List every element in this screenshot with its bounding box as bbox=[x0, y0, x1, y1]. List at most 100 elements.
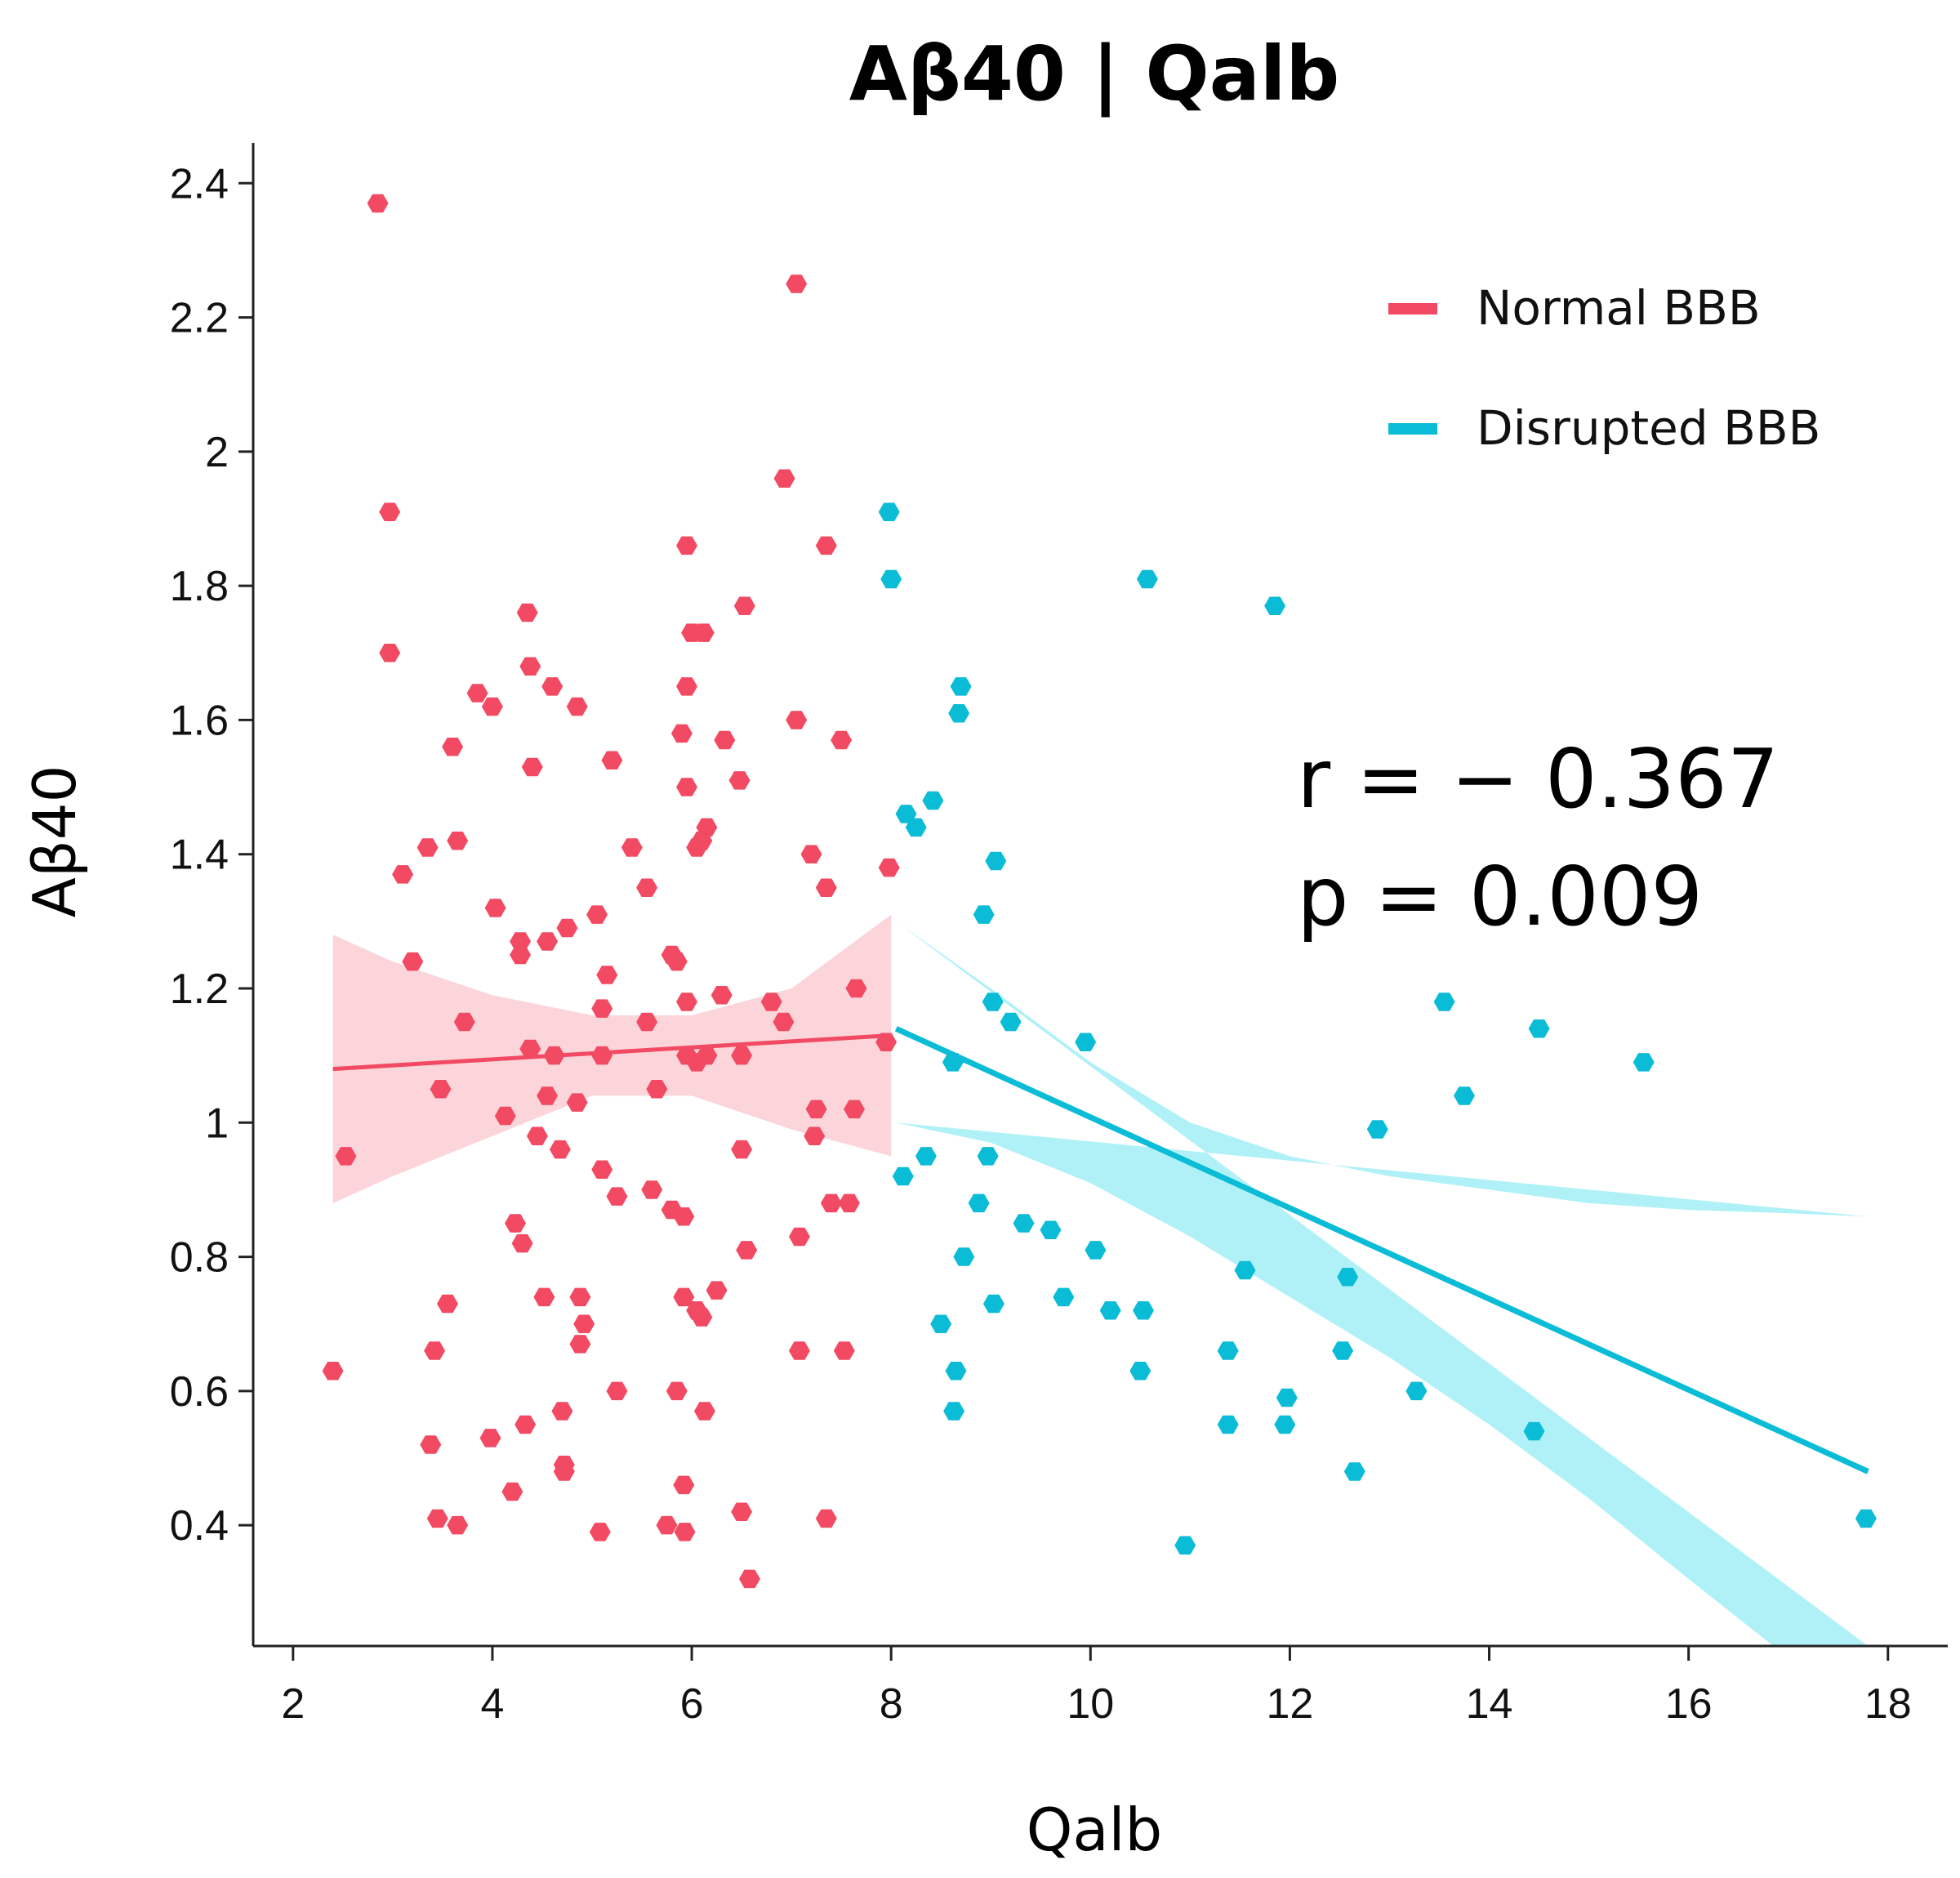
data-point-normal-bbb-96 bbox=[788, 1341, 810, 1360]
data-point-normal-bbb-107 bbox=[553, 1462, 575, 1481]
data-point-normal-bbb-101 bbox=[551, 1402, 573, 1421]
data-point-disrupted-bbb-34 bbox=[930, 1314, 952, 1333]
y-tick-label-2-2: 2.2 bbox=[170, 295, 229, 342]
data-point-normal-bbb-63 bbox=[430, 1080, 452, 1099]
data-point-normal-bbb-1 bbox=[786, 274, 808, 293]
data-point-normal-bbb-51 bbox=[453, 1012, 475, 1032]
data-point-disrupted-bbb-28 bbox=[1234, 1260, 1256, 1280]
data-point-disrupted-bbb-13 bbox=[1000, 1012, 1022, 1032]
data-points bbox=[322, 194, 1877, 1589]
data-point-normal-bbb-104 bbox=[479, 1429, 501, 1448]
data-point-normal-bbb-93 bbox=[573, 1314, 595, 1333]
data-point-disrupted-bbb-19 bbox=[1366, 1120, 1388, 1139]
data-point-disrupted-bbb-4 bbox=[950, 677, 972, 696]
data-point-normal-bbb-5 bbox=[815, 536, 837, 555]
x-tick-label-16: 16 bbox=[1665, 1680, 1713, 1728]
data-point-normal-bbb-70 bbox=[526, 1126, 548, 1145]
y-ticks: 0.4 0.6 0.8 1 1.2 1.4 1.6 1.8 2 2.2 2.4 bbox=[170, 160, 253, 1550]
data-point-disrupted-bbb-21 bbox=[977, 1147, 999, 1166]
y-tick-label-0-4: 0.4 bbox=[170, 1502, 229, 1550]
data-point-normal-bbb-28 bbox=[621, 838, 643, 857]
data-point-normal-bbb-35 bbox=[636, 878, 658, 897]
data-point-disrupted-bbb-12 bbox=[982, 993, 1004, 1011]
data-point-normal-bbb-33 bbox=[392, 865, 414, 884]
data-point-normal-bbb-105 bbox=[420, 1435, 442, 1454]
data-point-normal-bbb-94 bbox=[569, 1335, 591, 1354]
data-point-normal-bbb-67 bbox=[494, 1106, 516, 1126]
data-point-normal-bbb-66 bbox=[566, 1093, 588, 1112]
data-point-normal-bbb-21 bbox=[442, 738, 464, 756]
data-point-normal-bbb-2 bbox=[379, 502, 401, 521]
data-point-normal-bbb-79 bbox=[673, 1207, 695, 1226]
data-point-normal-bbb-71 bbox=[804, 1126, 826, 1145]
data-point-disrupted-bbb-25 bbox=[1040, 1220, 1062, 1239]
data-point-normal-bbb-36 bbox=[815, 878, 837, 897]
x-tick-label-2: 2 bbox=[281, 1680, 305, 1728]
confidence-bands bbox=[332, 914, 1869, 1646]
data-point-normal-bbb-85 bbox=[736, 1241, 758, 1260]
data-point-normal-bbb-19 bbox=[670, 724, 693, 743]
data-point-normal-bbb-10 bbox=[733, 596, 755, 615]
data-point-disrupted-bbb-15 bbox=[1528, 1019, 1550, 1038]
data-point-disrupted-bbb-22 bbox=[892, 1167, 914, 1186]
data-point-normal-bbb-46 bbox=[596, 966, 618, 984]
data-point-disrupted-bbb-45 bbox=[1343, 1462, 1365, 1481]
data-point-disrupted-bbb-47 bbox=[1174, 1536, 1196, 1555]
data-point-normal-bbb-112 bbox=[426, 1509, 448, 1528]
data-point-normal-bbb-90 bbox=[533, 1287, 555, 1307]
data-point-disrupted-bbb-5 bbox=[948, 704, 970, 723]
data-point-normal-bbb-98 bbox=[322, 1362, 344, 1381]
ci-band-normal-bbb bbox=[332, 914, 892, 1203]
legend-label-normal-bbb: Normal BBB bbox=[1477, 280, 1761, 336]
data-point-normal-bbb-50 bbox=[845, 979, 867, 998]
data-point-normal-bbb-102 bbox=[693, 1402, 715, 1421]
data-point-normal-bbb-40 bbox=[537, 932, 559, 951]
data-point-disrupted-bbb-37 bbox=[945, 1362, 967, 1381]
data-point-normal-bbb-20 bbox=[714, 730, 736, 750]
chart-title: Aβ40 | Qalb bbox=[849, 30, 1339, 118]
data-point-normal-bbb-54 bbox=[773, 1012, 795, 1032]
data-point-normal-bbb-64 bbox=[646, 1080, 668, 1099]
data-point-normal-bbb-74 bbox=[335, 1147, 357, 1166]
data-point-disrupted-bbb-1 bbox=[880, 569, 902, 589]
data-point-disrupted-bbb-23 bbox=[968, 1193, 990, 1213]
data-point-disrupted-bbb-0 bbox=[878, 502, 900, 521]
x-tick-label-6: 6 bbox=[680, 1680, 704, 1728]
x-axis-label: Qalb bbox=[1027, 1795, 1163, 1864]
y-tick-label-1-2: 1.2 bbox=[170, 966, 229, 1013]
x-tick-label-8: 8 bbox=[880, 1680, 903, 1728]
data-point-disrupted-bbb-39 bbox=[1405, 1381, 1428, 1401]
data-point-disrupted-bbb-18 bbox=[1454, 1086, 1475, 1105]
data-point-normal-bbb-18 bbox=[831, 730, 853, 750]
data-point-normal-bbb-38 bbox=[586, 905, 608, 924]
data-point-normal-bbb-86 bbox=[706, 1281, 728, 1300]
data-point-normal-bbb-81 bbox=[838, 1193, 860, 1213]
y-tick-label-1-4: 1.4 bbox=[170, 832, 229, 879]
data-point-normal-bbb-117 bbox=[738, 1569, 760, 1589]
x-tick-label-4: 4 bbox=[480, 1680, 504, 1728]
data-point-normal-bbb-4 bbox=[379, 644, 401, 662]
data-point-normal-bbb-9 bbox=[693, 623, 715, 642]
y-tick-label-1-8: 1.8 bbox=[170, 563, 229, 610]
data-point-normal-bbb-22 bbox=[521, 757, 543, 777]
data-point-normal-bbb-97 bbox=[833, 1341, 855, 1360]
data-point-disrupted-bbb-11 bbox=[1433, 993, 1455, 1011]
data-point-disrupted-bbb-6 bbox=[922, 791, 944, 810]
data-point-normal-bbb-95 bbox=[424, 1341, 446, 1360]
data-point-normal-bbb-69 bbox=[844, 1100, 865, 1119]
x-tick-label-14: 14 bbox=[1466, 1680, 1513, 1728]
data-point-normal-bbb-45 bbox=[402, 952, 424, 971]
data-point-normal-bbb-115 bbox=[589, 1523, 611, 1541]
data-point-normal-bbb-25 bbox=[728, 771, 751, 790]
data-point-disrupted-bbb-14 bbox=[1075, 1033, 1097, 1051]
data-point-disrupted-bbb-46 bbox=[1855, 1509, 1877, 1528]
data-point-normal-bbb-89 bbox=[437, 1294, 458, 1314]
data-point-normal-bbb-53 bbox=[636, 1012, 658, 1032]
x-ticks: 2 4 6 8 10 12 14 16 18 bbox=[281, 1646, 1912, 1728]
data-point-disrupted-bbb-42 bbox=[1217, 1415, 1239, 1434]
x-tick-label-10: 10 bbox=[1067, 1680, 1114, 1728]
y-tick-label-2-4: 2.4 bbox=[170, 160, 229, 207]
data-point-normal-bbb-7 bbox=[516, 603, 538, 622]
data-point-disrupted-bbb-26 bbox=[953, 1247, 975, 1266]
fit-lines bbox=[332, 1026, 1869, 1474]
